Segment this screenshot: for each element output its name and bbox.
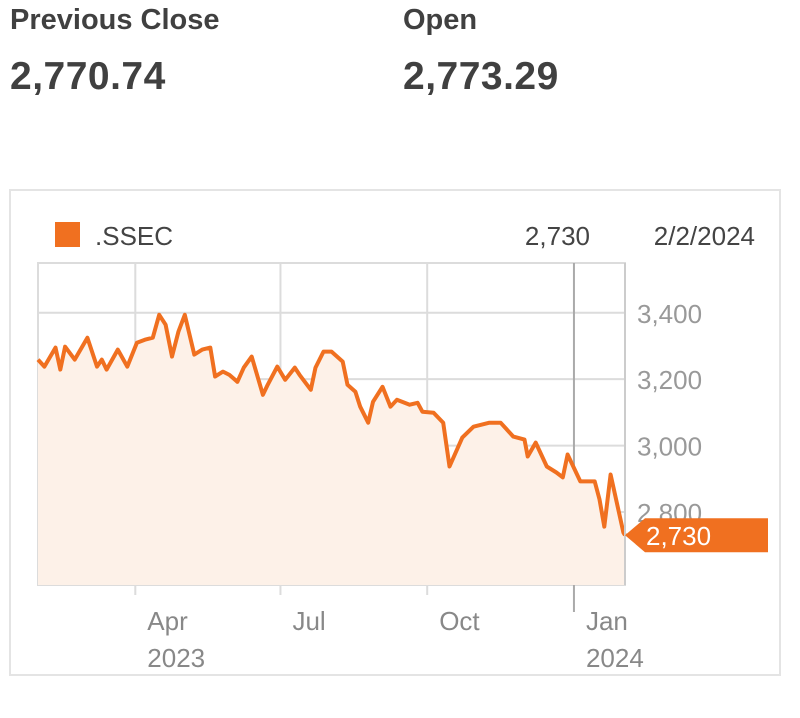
x-tick-label: Oct: [439, 606, 480, 636]
legend-swatch: [55, 222, 80, 247]
legend-label: .SSEC: [95, 221, 173, 251]
y-tick-label: 3,200: [637, 365, 702, 395]
x-tick-label: Jul: [292, 606, 325, 636]
x-tick-sublabel: 2024: [586, 643, 644, 673]
x-tick-label: Jan: [586, 606, 628, 636]
open-label: Open: [403, 4, 478, 36]
last-value-badge: [625, 518, 768, 553]
header-date: 2/2/2024: [654, 221, 755, 251]
previous-close-value: 2,770.74: [10, 55, 166, 98]
open-stat: Open 2,773.29: [403, 4, 559, 99]
series-line: [36, 312, 627, 537]
x-tick-label: Apr: [147, 606, 188, 636]
series-area: [38, 314, 625, 585]
previous-close-label: Previous Close: [10, 4, 220, 36]
y-tick-label: 3,000: [637, 432, 702, 462]
last-value-label: 2,730: [646, 521, 711, 551]
previous-close-stat: Previous Close 2,770.74: [10, 4, 220, 99]
header-value: 2,730: [525, 221, 590, 251]
open-value: 2,773.29: [403, 55, 559, 98]
x-tick-sublabel: 2023: [147, 643, 205, 673]
y-tick-label: 3,400: [637, 299, 702, 329]
